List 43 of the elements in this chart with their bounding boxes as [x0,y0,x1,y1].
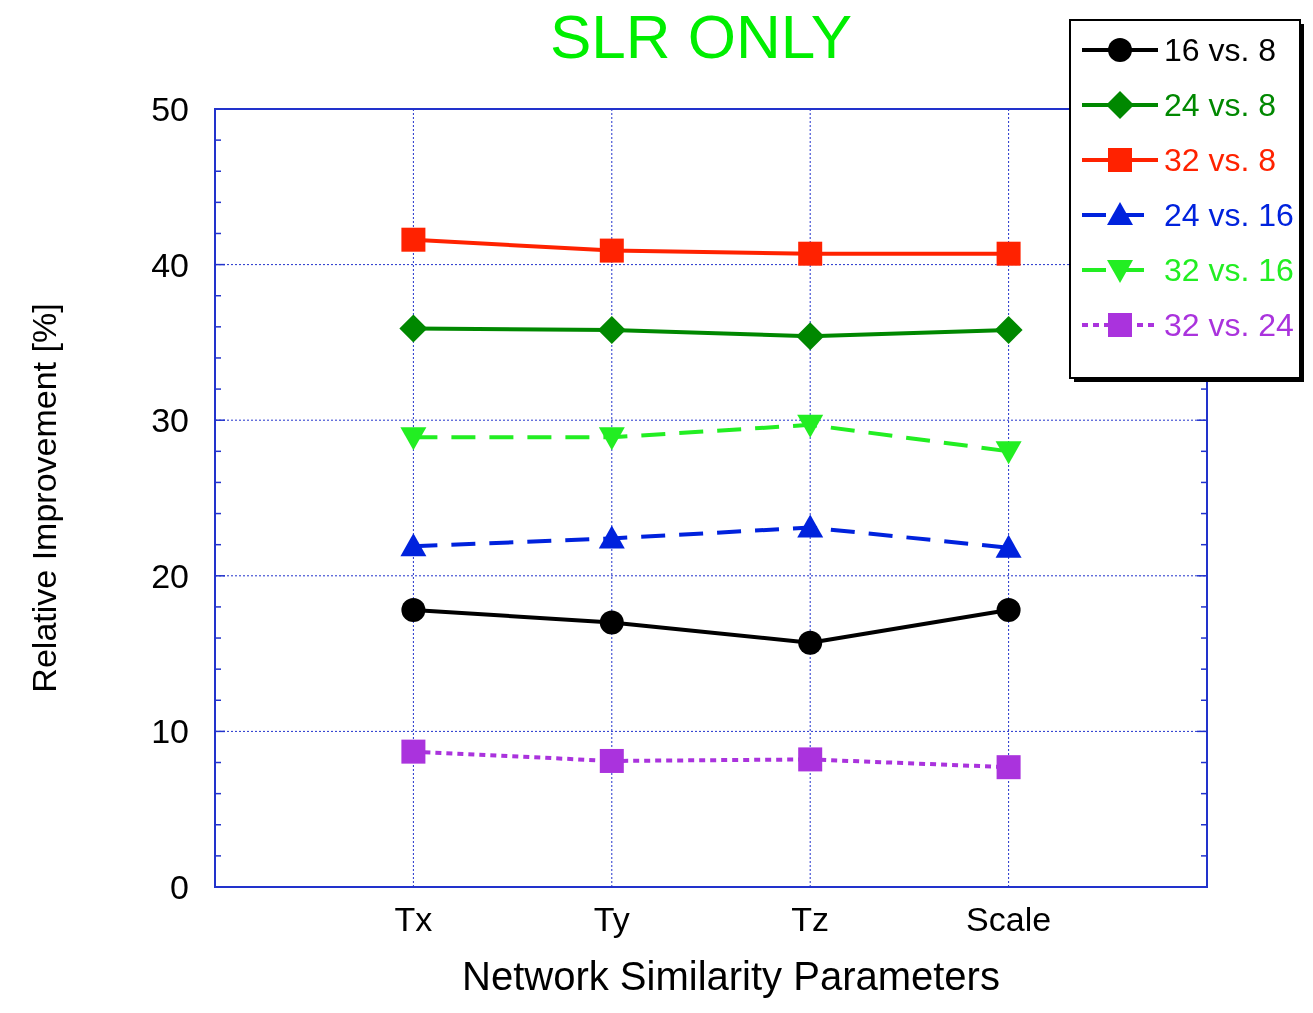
chart-title: SLR ONLY [549,2,853,71]
point [598,525,625,549]
point [798,747,823,772]
y-tick-label: 10 [151,712,189,751]
y-tick-label: 30 [151,401,189,440]
legend-label: 16 vs. 8 [1164,32,1277,68]
point [599,610,624,635]
legend-label: 32 vs. 8 [1164,142,1277,178]
point [399,314,428,343]
point [798,241,823,266]
y-tick-label: 40 [151,245,189,284]
y-tick-label: 20 [151,556,189,595]
y-axis-title: Relative Improvement [%] [25,303,63,693]
legend-label: 32 vs. 16 [1164,252,1294,288]
point [400,533,427,557]
point [995,534,1022,558]
point [798,630,823,655]
point [597,315,626,344]
point [598,427,625,451]
x-axis-title: Network Similarity Parameters [462,954,1000,998]
point [996,755,1021,780]
point [797,514,824,538]
point [401,227,426,252]
x-tick-label: Tx [394,900,433,938]
x-tick-label: Scale [966,900,1052,938]
legend-label: 24 vs. 16 [1164,197,1294,233]
point [995,441,1022,465]
point [996,241,1021,266]
x-tick-label: Ty [593,900,630,938]
point [599,748,624,773]
point [994,315,1023,344]
point [401,739,426,764]
point [796,322,825,351]
point [401,598,426,623]
legend-label: 32 vs. 24 [1164,307,1294,343]
legend-label: 24 vs. 8 [1164,87,1277,123]
point [599,238,624,263]
point [797,414,824,438]
point [400,427,427,451]
y-tick-label: 0 [170,868,189,906]
point [996,598,1021,623]
x-tick-label: Tz [791,900,830,938]
y-tick-label: 50 [151,90,189,128]
